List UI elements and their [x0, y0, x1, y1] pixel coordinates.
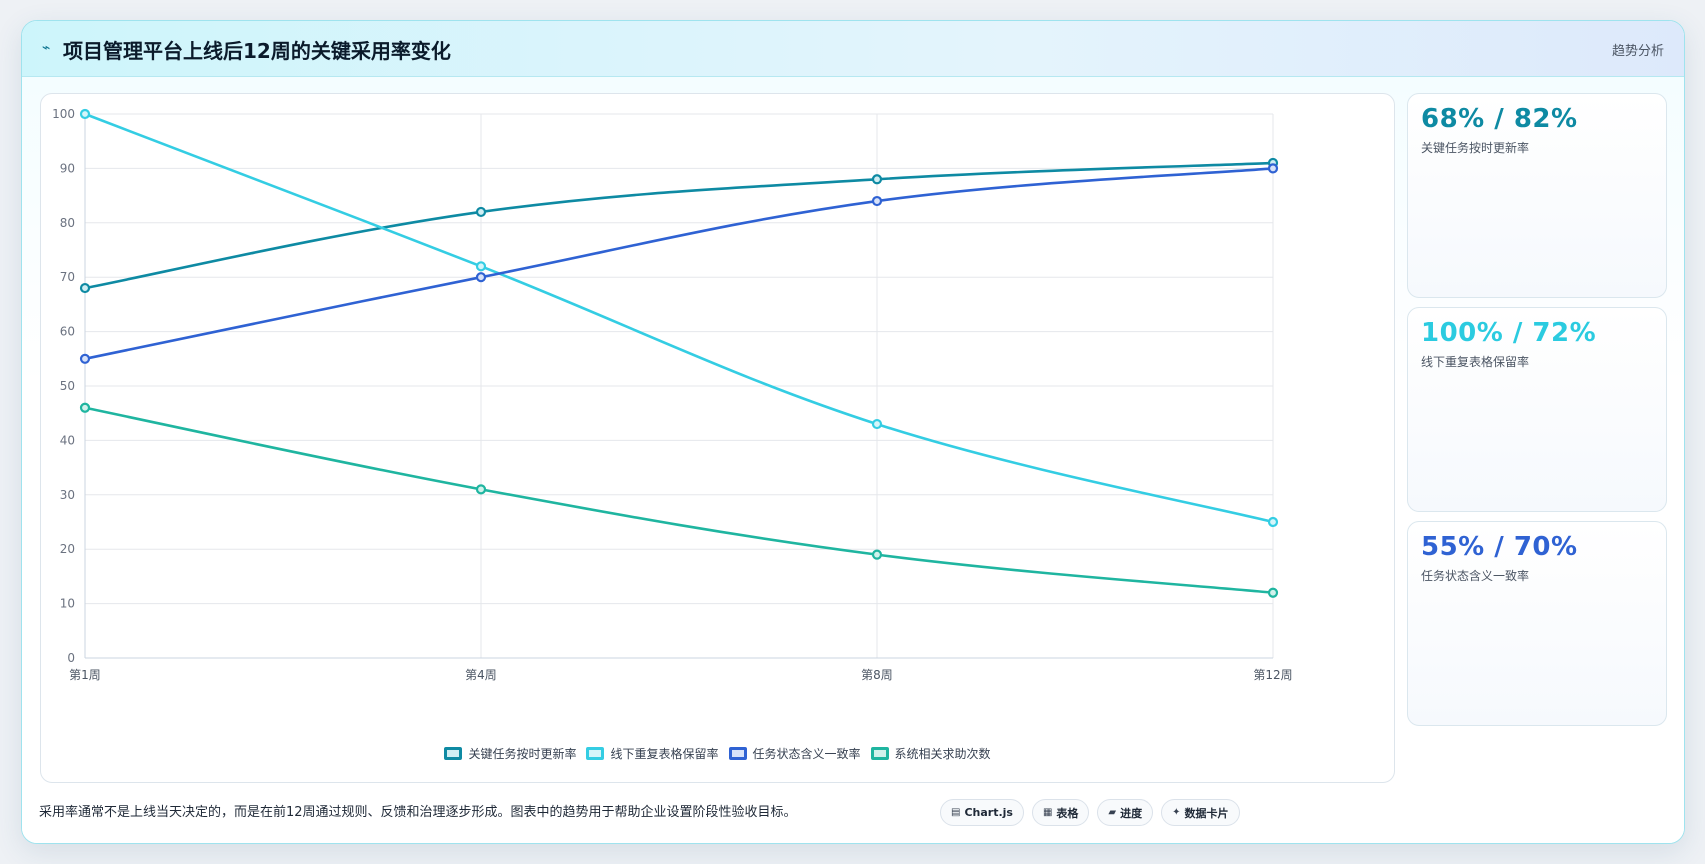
series-line-3	[84, 167, 1274, 361]
data-point[interactable]	[871, 418, 883, 430]
stat-card-on-time-update: 68% / 82% 关键任务按时更新率	[1407, 93, 1667, 298]
y-tick-label: 60	[60, 325, 75, 339]
x-tick-label: 第8周	[861, 668, 893, 682]
data-point[interactable]	[871, 195, 883, 207]
x-tick-label: 第1周	[69, 668, 101, 682]
series-line-4	[84, 406, 1274, 595]
footer-note: 采用率通常不是上线当天决定的，而是在前12周通过规则、反馈和治理逐步形成。图表中…	[39, 805, 797, 820]
y-tick-label: 40	[60, 433, 75, 447]
line-chart: 0 10 20 30 40 50 60 70 80 90 100 第1周 第4周 第8周 第12周	[52, 107, 1293, 682]
stat-label: 线下重复表格保留率	[1421, 355, 1530, 369]
data-point[interactable]	[871, 549, 883, 560]
chart-icon: ▤	[951, 807, 961, 818]
legend-item[interactable]: 系统相关求助次数	[870, 745, 991, 762]
data-point[interactable]	[871, 174, 883, 185]
data-point[interactable]	[1267, 516, 1279, 528]
stat-label: 关键任务按时更新率	[1421, 141, 1530, 155]
legend-label: 线下重复表格保留率	[610, 747, 719, 761]
legend-swatch	[444, 747, 463, 760]
stat-value: 55% / 70%	[1421, 532, 1578, 562]
panel-header: ⌁ 项目管理平台上线后12周的关键采用率变化 趋势分析	[22, 21, 1684, 77]
legend-item[interactable]: 线下重复表格保留率	[586, 745, 719, 762]
footer-chips: ▤ Chart.js ▦ 表格 ▰ 进度 ✦ 数据卡片	[940, 799, 1240, 826]
chip-label: 数据卡片	[1184, 806, 1229, 820]
data-point[interactable]	[475, 206, 487, 218]
data-point[interactable]	[475, 261, 487, 272]
legend-swatch	[870, 747, 889, 760]
data-card-chip[interactable]: ✦ 数据卡片	[1161, 799, 1240, 826]
chart-legend: 关键任务按时更新率 线下重复表格保留率 任务状态含义一致率 系统相关求助次数	[41, 745, 1394, 762]
trend-analysis-tag: 趋势分析	[1611, 44, 1664, 59]
stat-value: 100% / 72%	[1421, 318, 1597, 348]
y-tick-label: 30	[60, 488, 75, 502]
table-chip[interactable]: ▦ 表格	[1031, 799, 1090, 826]
chip-label: 表格	[1056, 806, 1079, 820]
legend-item[interactable]: 关键任务按时更新率	[444, 745, 576, 762]
data-point[interactable]	[1267, 163, 1279, 174]
legend-label: 系统相关求助次数	[894, 747, 991, 761]
legend-swatch	[728, 747, 747, 760]
stat-label: 任务状态含义一致率	[1421, 569, 1530, 583]
data-point[interactable]	[475, 272, 487, 283]
data-card-icon: ✦	[1172, 807, 1181, 818]
data-point[interactable]	[79, 353, 91, 364]
legend-swatch	[586, 747, 605, 760]
y-tick-label: 20	[60, 542, 75, 556]
series-line-1	[84, 161, 1274, 290]
series-line-2	[84, 112, 1274, 524]
data-point[interactable]	[475, 484, 487, 495]
legend-item[interactable]: 任务状态含义一致率	[728, 745, 861, 762]
stat-card-status-consistency: 55% / 70% 任务状态含义一致率	[1407, 521, 1667, 726]
legend-label: 任务状态含义一致率	[752, 747, 861, 761]
progress-chip[interactable]: ▰ 进度	[1097, 799, 1154, 826]
data-point[interactable]	[79, 282, 91, 294]
dashboard-panel: ⌁ 项目管理平台上线后12周的关键采用率变化 趋势分析 0 10 20 30 40 50 6…	[21, 20, 1685, 844]
data-point[interactable]	[1267, 587, 1279, 598]
chip-label: 进度	[1120, 806, 1143, 820]
chart-js-chip[interactable]: ▤ Chart.js	[940, 799, 1024, 826]
data-point[interactable]	[79, 402, 91, 413]
stat-value: 68% / 82%	[1421, 104, 1578, 134]
y-tick-label: 70	[60, 270, 75, 284]
page-title: 项目管理平台上线后12周的关键采用率变化	[63, 39, 451, 63]
legend-label: 关键任务按时更新率	[468, 747, 577, 761]
table-icon: ▦	[1042, 807, 1053, 818]
sparkline-icon: ⌁	[42, 40, 51, 56]
chart-panel: 0 10 20 30 40 50 60 70 80 90 100 第1周 第4周 第8周 第12周 关键任务…	[40, 93, 1395, 783]
y-tick-label: 100	[52, 107, 75, 121]
y-tick-label: 10	[60, 597, 75, 611]
y-tick-label: 0	[67, 651, 75, 665]
data-point[interactable]	[79, 108, 91, 120]
progress-icon: ▰	[1108, 807, 1117, 818]
x-tick-label: 第12周	[1253, 668, 1292, 682]
chip-label: Chart.js	[964, 806, 1013, 819]
stat-card-offline-sheet-retention: 100% / 72% 线下重复表格保留率	[1407, 307, 1667, 512]
y-tick-label: 50	[60, 379, 75, 393]
x-tick-label: 第4周	[465, 668, 497, 682]
y-tick-label: 80	[60, 216, 75, 230]
y-tick-label: 90	[60, 161, 75, 175]
